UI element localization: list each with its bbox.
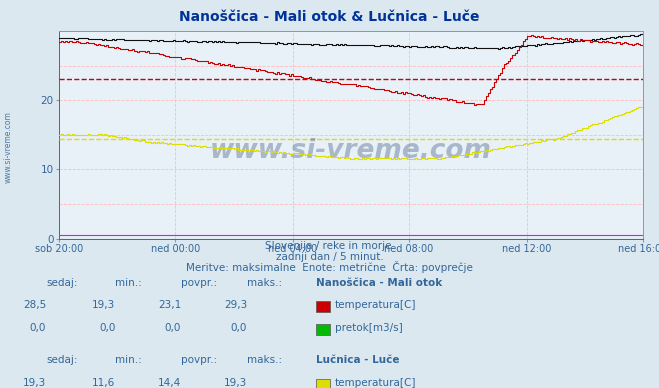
Text: min.:: min.: <box>115 278 142 288</box>
Text: Meritve: maksimalne  Enote: metrične  Črta: povprečje: Meritve: maksimalne Enote: metrične Črta… <box>186 261 473 273</box>
Text: 14,4: 14,4 <box>158 378 181 388</box>
Text: Nanoščica - Mali otok: Nanoščica - Mali otok <box>316 278 443 288</box>
Text: min.:: min.: <box>115 355 142 365</box>
Text: temperatura[C]: temperatura[C] <box>335 378 416 388</box>
Text: Nanoščica - Mali otok & Lučnica - Luče: Nanoščica - Mali otok & Lučnica - Luče <box>179 10 480 24</box>
Text: Slovenija / reke in morje.: Slovenija / reke in morje. <box>264 241 395 251</box>
Text: 23,1: 23,1 <box>158 300 181 310</box>
Text: Lučnica - Luče: Lučnica - Luče <box>316 355 400 365</box>
Text: www.si-vreme.com: www.si-vreme.com <box>210 139 492 165</box>
Text: povpr.:: povpr.: <box>181 278 217 288</box>
Text: temperatura[C]: temperatura[C] <box>335 300 416 310</box>
Text: 19,3: 19,3 <box>224 378 247 388</box>
Text: maks.:: maks.: <box>247 355 282 365</box>
Text: pretok[m3/s]: pretok[m3/s] <box>335 323 403 333</box>
Text: 0,0: 0,0 <box>231 323 247 333</box>
Text: www.si-vreme.com: www.si-vreme.com <box>4 111 13 184</box>
Text: maks.:: maks.: <box>247 278 282 288</box>
Text: 11,6: 11,6 <box>92 378 115 388</box>
Text: 19,3: 19,3 <box>23 378 46 388</box>
Text: 28,5: 28,5 <box>23 300 46 310</box>
Text: 29,3: 29,3 <box>224 300 247 310</box>
Text: zadnji dan / 5 minut.: zadnji dan / 5 minut. <box>275 252 384 262</box>
Text: sedaj:: sedaj: <box>46 278 78 288</box>
Text: 0,0: 0,0 <box>30 323 46 333</box>
Text: povpr.:: povpr.: <box>181 355 217 365</box>
Text: 19,3: 19,3 <box>92 300 115 310</box>
Text: sedaj:: sedaj: <box>46 355 78 365</box>
Text: 0,0: 0,0 <box>99 323 115 333</box>
Text: 0,0: 0,0 <box>165 323 181 333</box>
